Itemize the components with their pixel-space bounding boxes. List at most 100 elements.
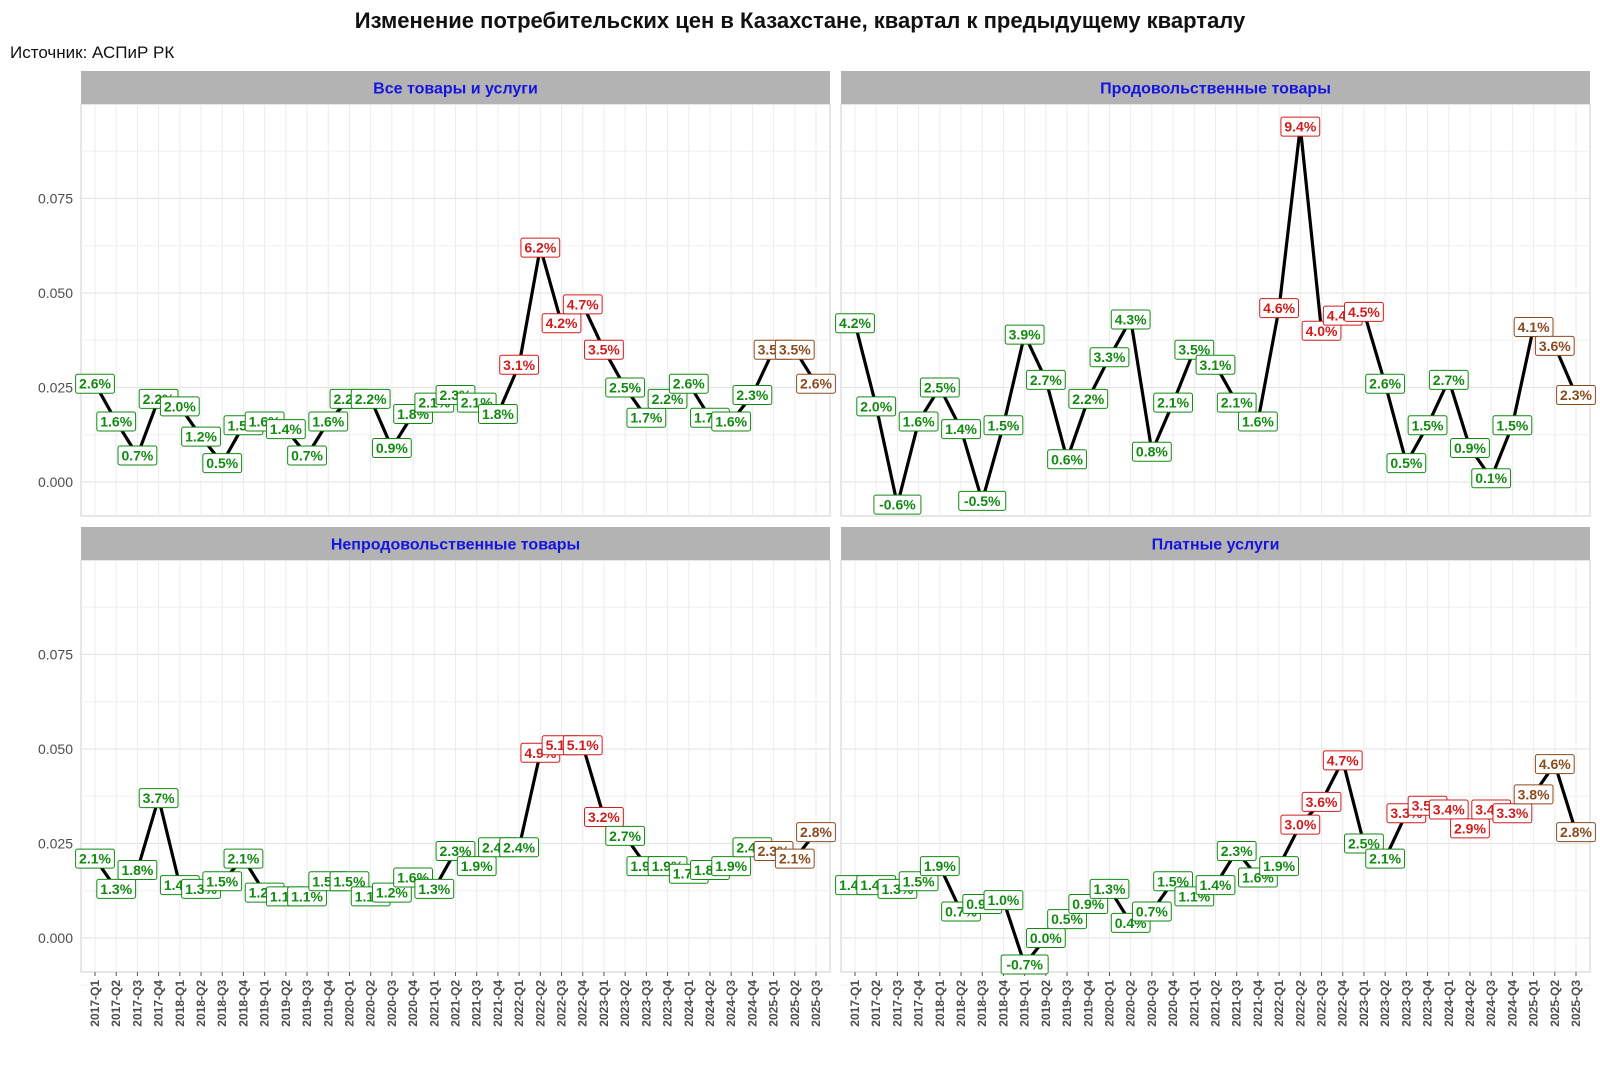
data-label-box <box>1259 298 1300 319</box>
data-label-text: 2.5% <box>1348 835 1380 851</box>
data-label-text: 1.9% <box>924 858 956 874</box>
data-label: 2.4% <box>499 837 540 858</box>
data-label-box <box>1000 954 1049 975</box>
facet-strip <box>841 71 1590 104</box>
data-label: 1.5% <box>1153 871 1193 892</box>
x-tick-label: 2017-Q3 <box>890 980 904 1027</box>
x-tick-label: 2023-Q4 <box>661 980 675 1027</box>
x-tick-label: 2017-Q4 <box>912 980 926 1027</box>
x-tick-label: 2021-Q4 <box>491 980 505 1027</box>
data-label-text: 4.6% <box>1263 300 1295 316</box>
data-label: 4.2% <box>541 313 582 334</box>
data-label-box <box>1471 468 1512 489</box>
data-label-box <box>919 377 960 398</box>
data-label-text: 3.0% <box>1284 817 1316 833</box>
x-tick-label: 2020-Q1 <box>1102 980 1116 1027</box>
data-label: 2.7% <box>1428 369 1469 390</box>
data-label-box <box>1301 320 1342 341</box>
data-label: 2.1% <box>1365 848 1406 869</box>
data-label-text: 3.7% <box>143 790 175 806</box>
data-label: 3.7% <box>138 788 179 809</box>
data-label-box <box>919 856 960 877</box>
x-tick-label: 2021-Q3 <box>470 980 484 1027</box>
data-label: 2.3% <box>732 385 773 406</box>
data-label-box <box>958 490 1007 511</box>
data-label: 2.2% <box>1068 388 1109 409</box>
data-label-box <box>1492 415 1533 436</box>
data-label-box <box>478 403 518 424</box>
data-label-text: 1.5% <box>903 873 935 889</box>
data-label: 3.1% <box>1195 354 1236 375</box>
y-tick-label: 0.075 <box>38 190 73 206</box>
data-label-text: 1.8% <box>121 862 153 878</box>
data-label: 4.2% <box>835 313 875 334</box>
x-tick-label: 2019-Q3 <box>300 980 314 1027</box>
data-label-text: 2.1% <box>227 851 259 867</box>
data-label: 1.5% <box>329 871 370 892</box>
data-label-box <box>287 445 327 466</box>
data-label: 0.5% <box>1386 453 1427 474</box>
data-label-text: 1.2% <box>185 429 217 445</box>
data-label-text: 2.6% <box>673 376 705 392</box>
x-tick-label: 2019-Q3 <box>1060 980 1074 1027</box>
data-label-text: 1.1% <box>291 888 323 904</box>
data-label-box <box>1301 791 1342 812</box>
data-label-box <box>1386 453 1427 474</box>
data-label: 1.9% <box>456 856 497 877</box>
data-label: 4.1% <box>1513 317 1554 338</box>
facet-panel-4: Платные услуги 2017-Q1 2017-Q2 2017-Q3 2017-… <box>835 527 1596 1027</box>
facet-strip <box>81 527 830 560</box>
data-label: 2.6% <box>796 373 836 394</box>
data-label-text: -0.6% <box>879 497 916 513</box>
data-label-box <box>711 411 752 432</box>
data-label-box <box>898 871 939 892</box>
x-tick-label: 2020-Q4 <box>1166 980 1180 1027</box>
data-label-box <box>541 313 582 334</box>
x-tick-label: 2023-Q4 <box>1421 980 1435 1027</box>
data-label: -0.6% <box>873 494 922 515</box>
data-label-box <box>1280 116 1321 137</box>
data-label: 2.1% <box>223 848 264 869</box>
x-tick-label: 2024-Q4 <box>745 980 759 1027</box>
data-label: 3.5% <box>584 339 624 360</box>
data-label: 3.4% <box>1428 799 1469 820</box>
data-label-box <box>371 882 412 903</box>
data-label-text: 4.1% <box>1518 319 1550 335</box>
x-tick-label: 2025-Q1 <box>767 980 781 1027</box>
data-label: 1.9% <box>1259 856 1300 877</box>
data-label-box <box>796 373 836 394</box>
data-label-box <box>499 354 540 375</box>
y-tick-label: 0.075 <box>38 646 73 662</box>
x-tick-label: 2022-Q3 <box>555 980 569 1027</box>
x-tick-label: 2019-Q4 <box>1081 980 1095 1027</box>
data-label-text: 2.1% <box>1157 395 1189 411</box>
data-label: 3.3% <box>1089 347 1130 368</box>
data-label-box <box>562 735 603 756</box>
data-label: 3.5% <box>774 339 815 360</box>
data-label-text: 0.8% <box>1136 444 1168 460</box>
x-tick-label: 2024-Q4 <box>1505 980 1519 1027</box>
data-label-box <box>732 385 773 406</box>
data-label: 0.5% <box>202 453 243 474</box>
data-label: 1.5% <box>983 415 1024 436</box>
data-label-text: 1.8% <box>482 406 514 422</box>
x-tick-label: 2024-Q3 <box>1484 980 1498 1027</box>
data-label-text: 2.6% <box>800 376 832 392</box>
x-tick-label: 2019-Q4 <box>321 980 335 1027</box>
data-label: 2.1% <box>1216 392 1257 413</box>
x-tick-label: 2023-Q2 <box>1378 980 1392 1027</box>
y-tick-label: 0.050 <box>38 741 73 757</box>
facet-strip <box>841 527 1590 560</box>
data-label-text: 0.0% <box>1030 930 1062 946</box>
data-label-box <box>1025 927 1066 948</box>
data-label-text: 1.0% <box>987 892 1019 908</box>
data-label-box <box>1450 437 1490 458</box>
x-tick-label: 2019-Q2 <box>1039 980 1053 1027</box>
data-label-text: 3.4% <box>1433 801 1465 817</box>
data-label-box <box>1428 799 1469 820</box>
data-label-box <box>796 822 836 843</box>
data-label-box <box>1131 441 1172 462</box>
data-label: 1.9% <box>919 856 960 877</box>
data-label-box <box>1068 388 1109 409</box>
facet-strip-title: Платные услуги <box>1152 537 1280 554</box>
